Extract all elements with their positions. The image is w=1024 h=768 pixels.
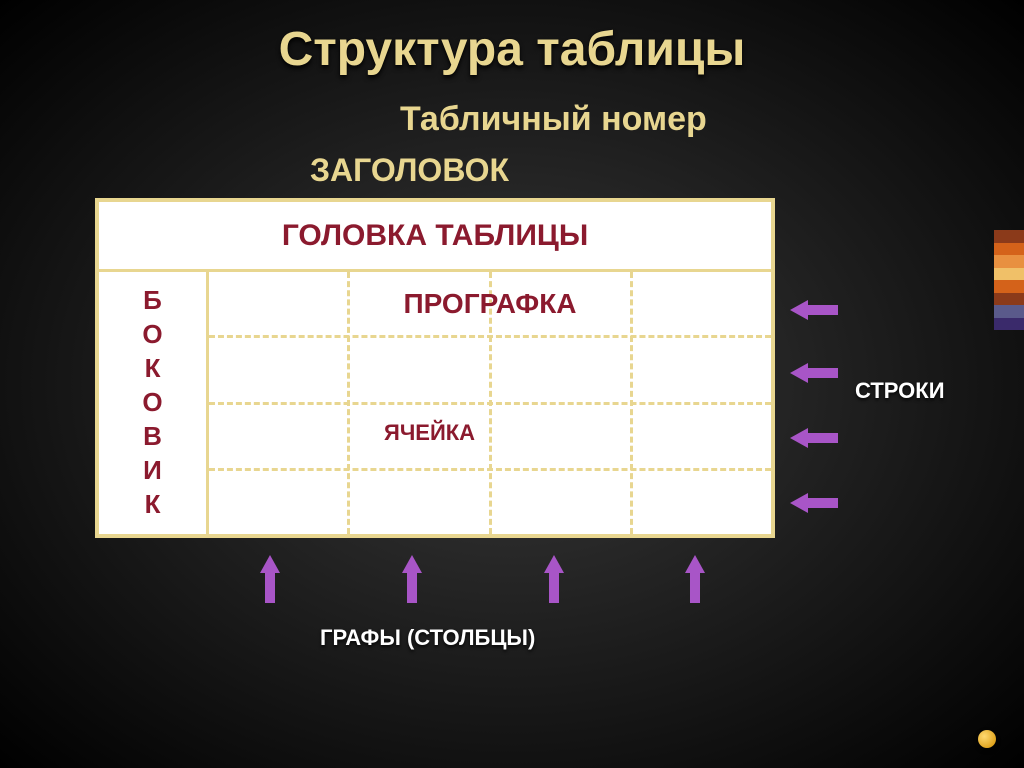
cell-label: ЯЧЕЙКА <box>384 420 475 446</box>
grid-area: ПРОГРАФКА ЯЧЕЙКА <box>209 272 771 534</box>
sidebar-column: БОКОВИК <box>99 272 209 534</box>
slide-nav-dot[interactable] <box>978 730 996 748</box>
table-diagram: ГОЛОВКА ТАБЛИЦЫ БОКОВИК ПРОГРАФКА ЯЧЕЙКА <box>95 198 775 538</box>
heading-label: ЗАГОЛОВОК <box>310 152 509 189</box>
row-arrow-icon <box>790 428 838 448</box>
row-arrow-icon <box>790 300 838 320</box>
columns-axis-label: ГРАФЫ (СТОЛБЦЫ) <box>320 625 535 651</box>
table-body: БОКОВИК ПРОГРАФКА ЯЧЕЙКА <box>99 272 771 534</box>
table-head-label: ГОЛОВКА ТАБЛИЦЫ <box>99 202 771 272</box>
grid-row <box>209 471 771 534</box>
rows-axis-label: СТРОКИ <box>855 378 945 404</box>
column-arrow-icon <box>402 555 422 603</box>
table-number-label: Табличный номер <box>400 100 707 139</box>
decorative-stripes <box>994 230 1024 330</box>
slide-title: Структура таблицы <box>0 0 1024 77</box>
prografka-label: ПРОГРАФКА <box>209 288 771 320</box>
column-arrow-icon <box>685 555 705 603</box>
row-arrow-icon <box>790 363 838 383</box>
grid-row <box>209 338 771 404</box>
column-arrow-icon <box>260 555 280 603</box>
row-arrow-icon <box>790 493 838 513</box>
column-arrow-icon <box>544 555 564 603</box>
grid-row <box>209 405 771 471</box>
